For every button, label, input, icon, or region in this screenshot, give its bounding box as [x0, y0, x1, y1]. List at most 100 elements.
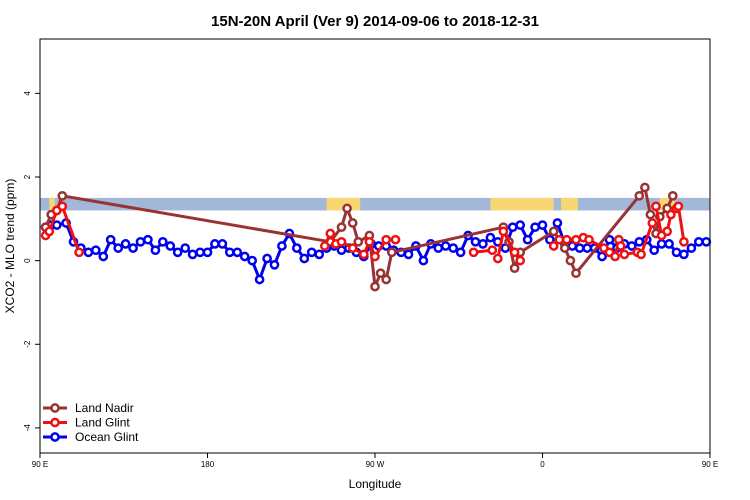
- data-point: [74, 247, 84, 258]
- data-point: [619, 249, 630, 260]
- data-point: [561, 234, 572, 245]
- data-point: [470, 236, 481, 247]
- data-point: [604, 234, 615, 245]
- data-point: [455, 247, 466, 258]
- data-point: [636, 249, 646, 260]
- data-point: [180, 243, 191, 253]
- land-ocean-band: [40, 197, 710, 211]
- data-point: [44, 226, 55, 237]
- data-point: [679, 249, 689, 260]
- series-land-glint: [40, 201, 689, 266]
- x-axis: 90 E 180 90 W 0 90 E: [32, 453, 718, 469]
- y-tick-label: 2: [23, 174, 32, 179]
- chart-title: 15N-20N April (Ver 9) 2014-09-06 to 2018…: [211, 13, 539, 30]
- data-point: [492, 253, 503, 264]
- data-point: [269, 259, 280, 270]
- data-point: [277, 241, 287, 251]
- data-point: [353, 236, 364, 247]
- data-point: [172, 247, 183, 258]
- land-band-segment: [561, 197, 578, 211]
- y-tick-label: 4: [23, 91, 32, 96]
- data-point: [693, 236, 704, 247]
- data-point: [210, 239, 220, 249]
- x-tick-label: 0: [540, 460, 545, 469]
- data-point: [319, 241, 330, 251]
- data-point: [664, 239, 674, 249]
- y-tick-label: -2: [23, 340, 32, 348]
- data-point: [381, 274, 392, 285]
- data-point: [584, 234, 594, 245]
- x-tick-label: 90 W: [366, 460, 385, 469]
- series-line: [496, 229, 522, 262]
- data-point: [135, 236, 146, 247]
- data-point: [347, 218, 358, 228]
- data-point: [498, 226, 509, 237]
- data-point: [336, 236, 347, 247]
- x-tick-label: 90 E: [702, 460, 718, 469]
- data-point: [634, 236, 645, 247]
- data-point: [105, 234, 116, 245]
- data-point: [468, 247, 479, 258]
- legend-marker: [50, 432, 60, 442]
- data-point: [582, 243, 593, 253]
- data-point: [262, 253, 272, 264]
- data-point: [57, 190, 68, 201]
- data-point: [247, 255, 258, 266]
- data-point: [448, 243, 459, 253]
- data-point: [565, 255, 576, 266]
- data-point: [57, 201, 68, 212]
- data-point: [537, 220, 548, 230]
- data-point: [647, 218, 658, 228]
- data-point: [485, 232, 496, 243]
- data-point: [649, 245, 660, 256]
- data-point: [662, 226, 673, 237]
- data-point: [381, 234, 392, 245]
- data-point: [232, 247, 243, 258]
- data-point: [548, 226, 559, 237]
- data-point: [651, 201, 661, 212]
- data-point: [342, 203, 352, 214]
- data-point: [364, 236, 375, 247]
- data-point: [187, 249, 198, 260]
- data-point: [666, 209, 676, 220]
- data-point: [336, 222, 347, 233]
- data-point: [98, 251, 109, 262]
- legend-marker: [50, 417, 60, 428]
- land-band-segment: [490, 197, 554, 211]
- x-tick-label: 180: [201, 460, 215, 469]
- data-point: [701, 236, 712, 247]
- data-point: [83, 247, 94, 258]
- data-point: [515, 255, 526, 266]
- data-point: [202, 247, 213, 258]
- y-tick-label: 0: [23, 258, 32, 263]
- data-point: [626, 241, 637, 251]
- data-point: [254, 274, 265, 285]
- data-point: [515, 220, 526, 230]
- data-point: [239, 251, 250, 262]
- data-point: [291, 243, 302, 253]
- data-point: [299, 253, 310, 264]
- legend-label: Land Nadir: [75, 401, 134, 415]
- data-point: [336, 245, 347, 256]
- data-point: [386, 247, 397, 258]
- data-point: [645, 209, 656, 220]
- data-point: [522, 234, 533, 245]
- data-point: [358, 249, 369, 260]
- data-point: [559, 243, 570, 253]
- series-layer: [40, 182, 712, 292]
- data-point: [509, 263, 520, 274]
- data-point: [673, 201, 684, 212]
- data-point: [143, 234, 153, 245]
- data-point: [90, 245, 101, 256]
- legend-label: Land Glint: [75, 416, 130, 430]
- data-point: [325, 228, 336, 239]
- data-point: [530, 222, 540, 233]
- data-point: [390, 234, 401, 245]
- data-point: [370, 281, 380, 292]
- series-line: [323, 232, 396, 258]
- data-point: [418, 255, 429, 266]
- data-point: [306, 247, 317, 258]
- data-point: [634, 190, 645, 201]
- data-point: [548, 241, 559, 251]
